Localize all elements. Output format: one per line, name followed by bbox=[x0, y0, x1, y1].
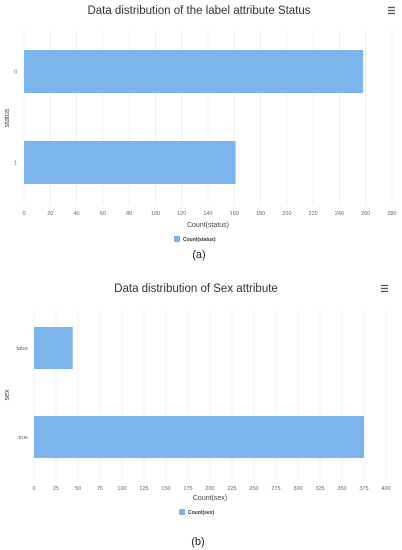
x-tick-label: 240 bbox=[335, 211, 344, 217]
x-tick-label: 325 bbox=[315, 486, 324, 492]
x-tick-label: 0 bbox=[32, 486, 35, 492]
x-tick-label: 225 bbox=[227, 486, 236, 492]
x-tick-label: 0 bbox=[22, 211, 25, 217]
x-tick-label: 80 bbox=[126, 211, 132, 217]
bar-1[interactable] bbox=[24, 141, 236, 184]
chart-b-menu-icon[interactable] bbox=[379, 282, 391, 294]
chart-a-legend-label: Count(status) bbox=[183, 237, 216, 243]
x-tick-label: 280 bbox=[387, 211, 396, 217]
x-tick-label: 50 bbox=[75, 486, 81, 492]
y-tick-label-false: false bbox=[16, 346, 28, 352]
x-tick-label: 25 bbox=[53, 486, 59, 492]
chart-a-title: Data distribution of the label attribute… bbox=[87, 5, 310, 17]
chart-a: Data distribution of the label attribute… bbox=[4, 4, 397, 261]
chart-a-category-labels: 01 bbox=[14, 70, 17, 167]
chart-b-legend-label: Count(sex) bbox=[188, 510, 214, 516]
x-tick-label: 160 bbox=[230, 211, 239, 217]
chart-a-bars bbox=[24, 50, 364, 184]
x-tick-label: 275 bbox=[271, 486, 280, 492]
bar-true[interactable] bbox=[34, 416, 364, 458]
chart-b-category-labels: false true bbox=[16, 346, 28, 441]
x-tick-label: 175 bbox=[183, 486, 192, 492]
x-tick-label: 120 bbox=[177, 211, 186, 217]
chart-b-caption: (b) bbox=[191, 536, 204, 548]
x-tick-label: 200 bbox=[205, 486, 214, 492]
chart-b-x-axis-label: Count(sex) bbox=[193, 495, 227, 502]
x-tick-label: 180 bbox=[256, 211, 265, 217]
chart-b-x-tick-labels: 0 25 50 75 100 125 150 175 200 225 250 275 300 325 350… bbox=[32, 486, 390, 492]
x-tick-label: 150 bbox=[161, 486, 170, 492]
chart-a-y-axis-label: status bbox=[4, 108, 11, 127]
x-tick-label: 20 bbox=[47, 211, 53, 217]
x-tick-label: 350 bbox=[337, 486, 346, 492]
x-tick-label: 250 bbox=[249, 486, 258, 492]
chart-a-x-tick-labels: 0 20 40 60 80 100 120 140 160 180 200 220 240 260 280 bbox=[22, 211, 396, 217]
bar-false[interactable] bbox=[34, 327, 73, 369]
x-tick-label: 375 bbox=[359, 486, 368, 492]
y-tick-label-0: 0 bbox=[14, 70, 17, 76]
x-tick-label: 60 bbox=[100, 211, 106, 217]
x-tick-label: 300 bbox=[293, 486, 302, 492]
chart-b-y-axis-label: sex bbox=[4, 389, 11, 400]
chart-b: Data distribution of Sex attribute false… bbox=[4, 282, 391, 548]
x-tick-label: 100 bbox=[117, 486, 126, 492]
chart-b-title: Data distribution of Sex attribute bbox=[114, 283, 278, 295]
x-tick-label: 220 bbox=[309, 211, 318, 217]
chart-a-x-axis-label: Count(status) bbox=[187, 222, 229, 229]
chart-b-legend[interactable]: Count(sex) bbox=[179, 509, 214, 516]
chart-a-caption: (a) bbox=[192, 249, 205, 261]
chart-b-legend-swatch bbox=[179, 509, 185, 515]
chart-a-legend-swatch bbox=[174, 236, 180, 242]
x-tick-label: 200 bbox=[282, 211, 291, 217]
x-tick-label: 140 bbox=[203, 211, 212, 217]
y-tick-label-1: 1 bbox=[14, 161, 17, 167]
x-tick-label: 40 bbox=[74, 211, 80, 217]
chart-b-bars bbox=[34, 327, 364, 458]
chart-a-menu-icon[interactable] bbox=[385, 4, 397, 16]
x-tick-label: 260 bbox=[361, 211, 370, 217]
x-tick-label: 75 bbox=[97, 486, 103, 492]
y-tick-label-true: true bbox=[19, 435, 28, 441]
x-tick-label: 400 bbox=[381, 486, 390, 492]
x-tick-label: 100 bbox=[151, 211, 160, 217]
chart-a-legend[interactable]: Count(status) bbox=[174, 236, 216, 243]
bar-0[interactable] bbox=[24, 50, 364, 93]
x-tick-label: 125 bbox=[139, 486, 148, 492]
